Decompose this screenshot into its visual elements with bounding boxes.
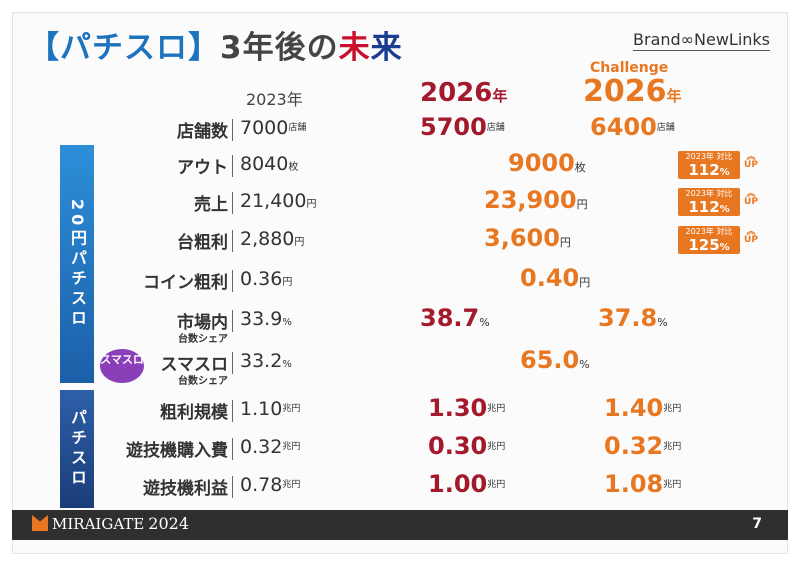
value-2023: 2,880円 [240,228,305,250]
divider [232,119,233,141]
divider [232,476,233,498]
value-challenge: 0.32兆円 [604,432,682,460]
row-label: 市場内 台数シェア [177,313,228,345]
column-2026: 2026年 [420,78,508,108]
value-2026: 23,900円 [484,186,588,214]
m-logo-icon [32,515,48,531]
row-label: 台粗利 [177,233,228,253]
challenge-label: Challenge [590,60,669,76]
value-challenge: 6400店舗 [590,113,675,141]
growth-badge: 2023年 対比 112% [678,188,740,216]
value-2023: 8040枚 [240,153,299,175]
value-2026: 0.40円 [520,264,591,292]
divider [232,230,233,252]
row-out: アウト 8040枚 9000枚 2023年 対比 112% ︽ UP [0,149,800,183]
row-stores: 店舗数 7000店舗 5700店舗 6400店舗 [0,113,800,147]
row-coin-profit: コイン粗利 0.36円 0.40円 [0,264,800,298]
brand-logo: Brand∞NewLinks [633,30,770,51]
row-label: 遊技機購入費 [126,441,228,461]
row-profit-per-machine: 台粗利 2,880円 3,600円 2023年 対比 125% ︽ UP [0,224,800,258]
value-2026: 0.30兆円 [428,432,506,460]
title-mi: 未 [338,30,371,66]
row-label: 売上 [194,195,228,215]
divider [232,270,233,292]
row-machine-profit: 遊技機利益 0.78兆円 1.00兆円 1.08兆円 [0,470,800,504]
row-smaslo-share: スマスロ 台数シェア 33.2% 65.0% [0,346,800,387]
value-2026: 3,600円 [484,224,571,252]
value-2023: 7000店舗 [240,117,307,139]
growth-badge: 2023年 対比 112% [678,151,740,179]
band-20yen-pachislot: 20円パチスロ [60,145,94,383]
title-rai: 来 [370,30,403,66]
footer-bar: MIRAIGATE 2024 7 [12,510,788,540]
value-challenge: 1.40兆円 [604,394,682,422]
column-challenge: 2026年 [583,74,682,109]
value-2026: 9000枚 [508,149,586,177]
title-rest: 3年後の [220,30,339,66]
row-label: アウト [177,158,228,178]
row-market-share: 市場内 台数シェア 33.9% 38.7% 37.8% [0,304,800,345]
value-2023: 21,400円 [240,190,317,212]
value-2023: 33.9% [240,308,292,330]
title-bracket-close: 】 [188,30,220,66]
row-label: 店舗数 [177,122,228,142]
title-main: パチスロ [60,30,188,66]
value-challenge: 37.8% [598,304,668,332]
value-2026: 1.00兆円 [428,470,506,498]
column-2023: 2023年 [246,90,303,109]
value-2026: 1.30兆円 [428,394,506,422]
row-sales: 売上 21,400円 23,900円 2023年 対比 112% ︽ UP [0,186,800,220]
value-2023: 0.36円 [240,268,293,290]
value-2026: 38.7% [420,304,490,332]
value-2023: 0.32兆円 [240,436,301,458]
band-pachislot: パチスロ [60,390,94,508]
title-bracket-open: 【 [28,30,60,66]
page-title: 【パチスロ】3年後の未来 [28,22,403,67]
page-number: 7 [752,516,762,532]
value-2026: 5700店舗 [420,113,505,141]
value-2023: 0.78兆円 [240,474,301,496]
row-label: スマスロ 台数シェア [160,355,229,387]
up-arrow-icon: ︽ UP [744,152,758,170]
growth-badge: 2023年 対比 125% [678,226,740,254]
smaslo-logo: スマスロ [100,349,144,383]
row-label: 粗利規模 [160,403,228,423]
up-arrow-icon: ︽ UP [744,189,758,207]
value-2026: 65.0% [520,346,590,374]
row-machine-purchase: 遊技機購入費 0.32兆円 0.30兆円 0.32兆円 [0,432,800,466]
value-challenge: 1.08兆円 [604,470,682,498]
row-label: 遊技機利益 [143,479,228,499]
divider [232,438,233,460]
divider [232,400,233,422]
row-label: コイン粗利 [143,273,228,293]
row-profit-scale: 粗利規模 1.10兆円 1.30兆円 1.40兆円 [0,394,800,428]
slide [12,12,788,554]
divider [232,192,233,214]
divider [232,352,233,374]
up-arrow-icon: ︽ UP [744,227,758,245]
value-2023: 1.10兆円 [240,398,301,420]
value-2023: 33.2% [240,350,292,372]
miraigate-logo: MIRAIGATE 2024 [32,514,189,533]
divider [232,310,233,332]
divider [232,155,233,177]
